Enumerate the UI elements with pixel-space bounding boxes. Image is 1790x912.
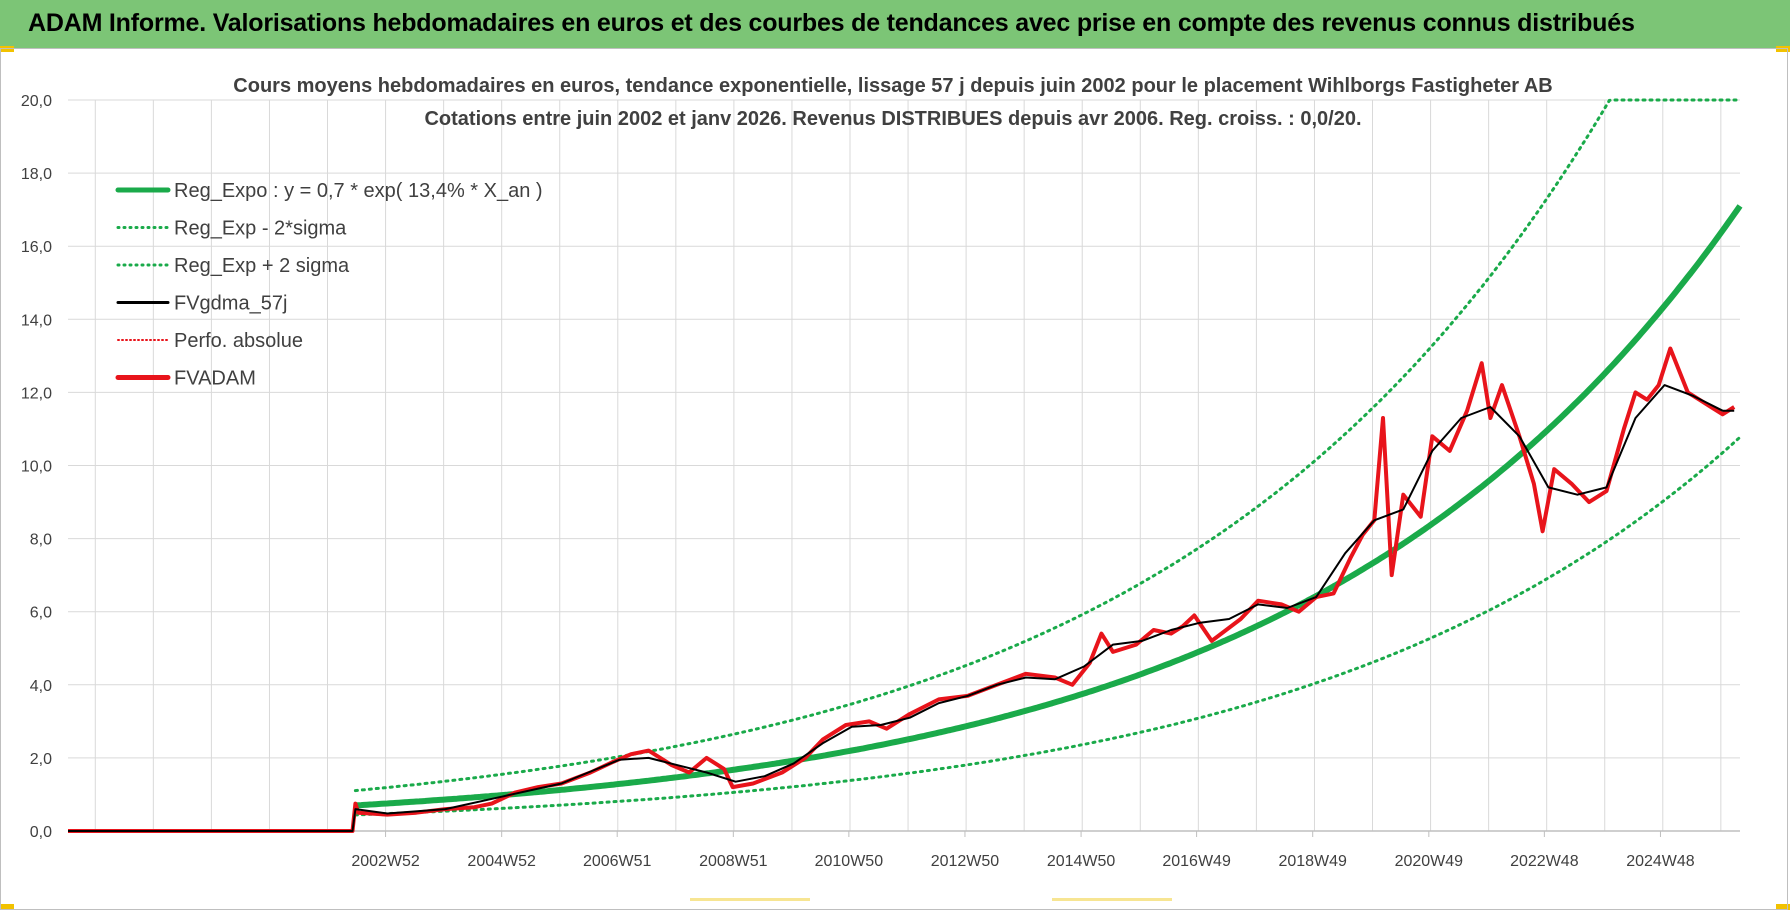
x-tick-label: 2006W51: [583, 853, 652, 870]
x-tick-label: 2024W48: [1626, 853, 1695, 870]
y-tick-label: 12,0: [21, 385, 52, 402]
x-tick-label: 2002W52: [351, 853, 420, 870]
y-tick-label: 10,0: [21, 459, 52, 476]
chart-title: Cours moyens hebdomadaires en euros, ten…: [233, 75, 1552, 97]
legend-label: Reg_Exp + 2 sigma: [174, 255, 350, 277]
report-title: ADAM Informe. Valorisations hebdomadaire…: [28, 9, 1635, 37]
legend-label: FVADAM: [174, 368, 256, 390]
y-tick-label: 2,0: [30, 751, 52, 768]
legend-label: FVgdma_57j: [174, 293, 287, 315]
x-tick-label: 2008W51: [699, 853, 768, 870]
corner-mark-top-left: [0, 46, 14, 52]
x-tick-label: 2022W48: [1510, 853, 1579, 870]
corner-mark-bottom-right: [1776, 904, 1790, 910]
legend-label: Perfo. absolue: [174, 330, 303, 352]
reg-expo-line: [355, 204, 1743, 809]
y-tick-label: 8,0: [30, 532, 52, 549]
y-tick-label: 20,0: [21, 93, 52, 110]
legend-label: Reg_Expo : y = 0,7 * exp( 13,4% * X_an ): [174, 180, 543, 202]
x-tick-label: 2012W50: [931, 853, 1000, 870]
series-group: [68, 98, 1743, 833]
fvadam-line: [68, 346, 1736, 833]
y-tick-label: 16,0: [21, 239, 52, 256]
y-axis-ticks: 0,0 2,0 4,0 6,0 8,0 10,0 12,0 14,0 16,0 18,0 20,0: [21, 93, 52, 841]
x-tick-label: 2004W52: [467, 853, 536, 870]
reg-exp-minus-2sigma-line: [353, 435, 1742, 817]
x-tick-label: 2020W49: [1395, 853, 1464, 870]
corner-mark-bottom-left: [0, 904, 14, 910]
corner-mark-top-right: [1776, 46, 1790, 52]
x-tick-label: 2016W49: [1162, 853, 1231, 870]
chart-area: Cours moyens hebdomadaires en euros, ten…: [21, 75, 1743, 870]
chart-frame: [0, 48, 1788, 910]
x-tick-label: 2010W50: [815, 853, 884, 870]
grid-lines: [68, 99, 1740, 832]
legend: Reg_Expo : y = 0,7 * exp( 13,4% * X_an )…: [115, 180, 543, 390]
legend-label: Reg_Exp - 2*sigma: [174, 218, 347, 240]
y-tick-label: 18,0: [21, 166, 52, 183]
y-tick-label: 4,0: [30, 678, 52, 695]
x-tick-label: 2014W50: [1047, 853, 1116, 870]
report-banner: ADAM Informe. Valorisations hebdomadaire…: [0, 0, 1790, 48]
fvgdma-57j-line: [68, 384, 1735, 832]
x-axis-ticks: 2002W52 2004W52 2006W51 2008W51 2010W50 2012W…: [351, 831, 1695, 870]
x-tick-label: 2018W49: [1278, 853, 1347, 870]
bottom-accent-left: [690, 898, 810, 901]
chart-subtitle: Cotations entre juin 2002 et janv 2026. …: [424, 108, 1361, 130]
y-tick-label: 14,0: [21, 312, 52, 329]
bottom-accent-right: [1052, 898, 1172, 901]
reg-exp-plus-2sigma-line: [353, 98, 1742, 793]
y-tick-label: 0,0: [30, 824, 52, 841]
y-tick-label: 6,0: [30, 605, 52, 622]
